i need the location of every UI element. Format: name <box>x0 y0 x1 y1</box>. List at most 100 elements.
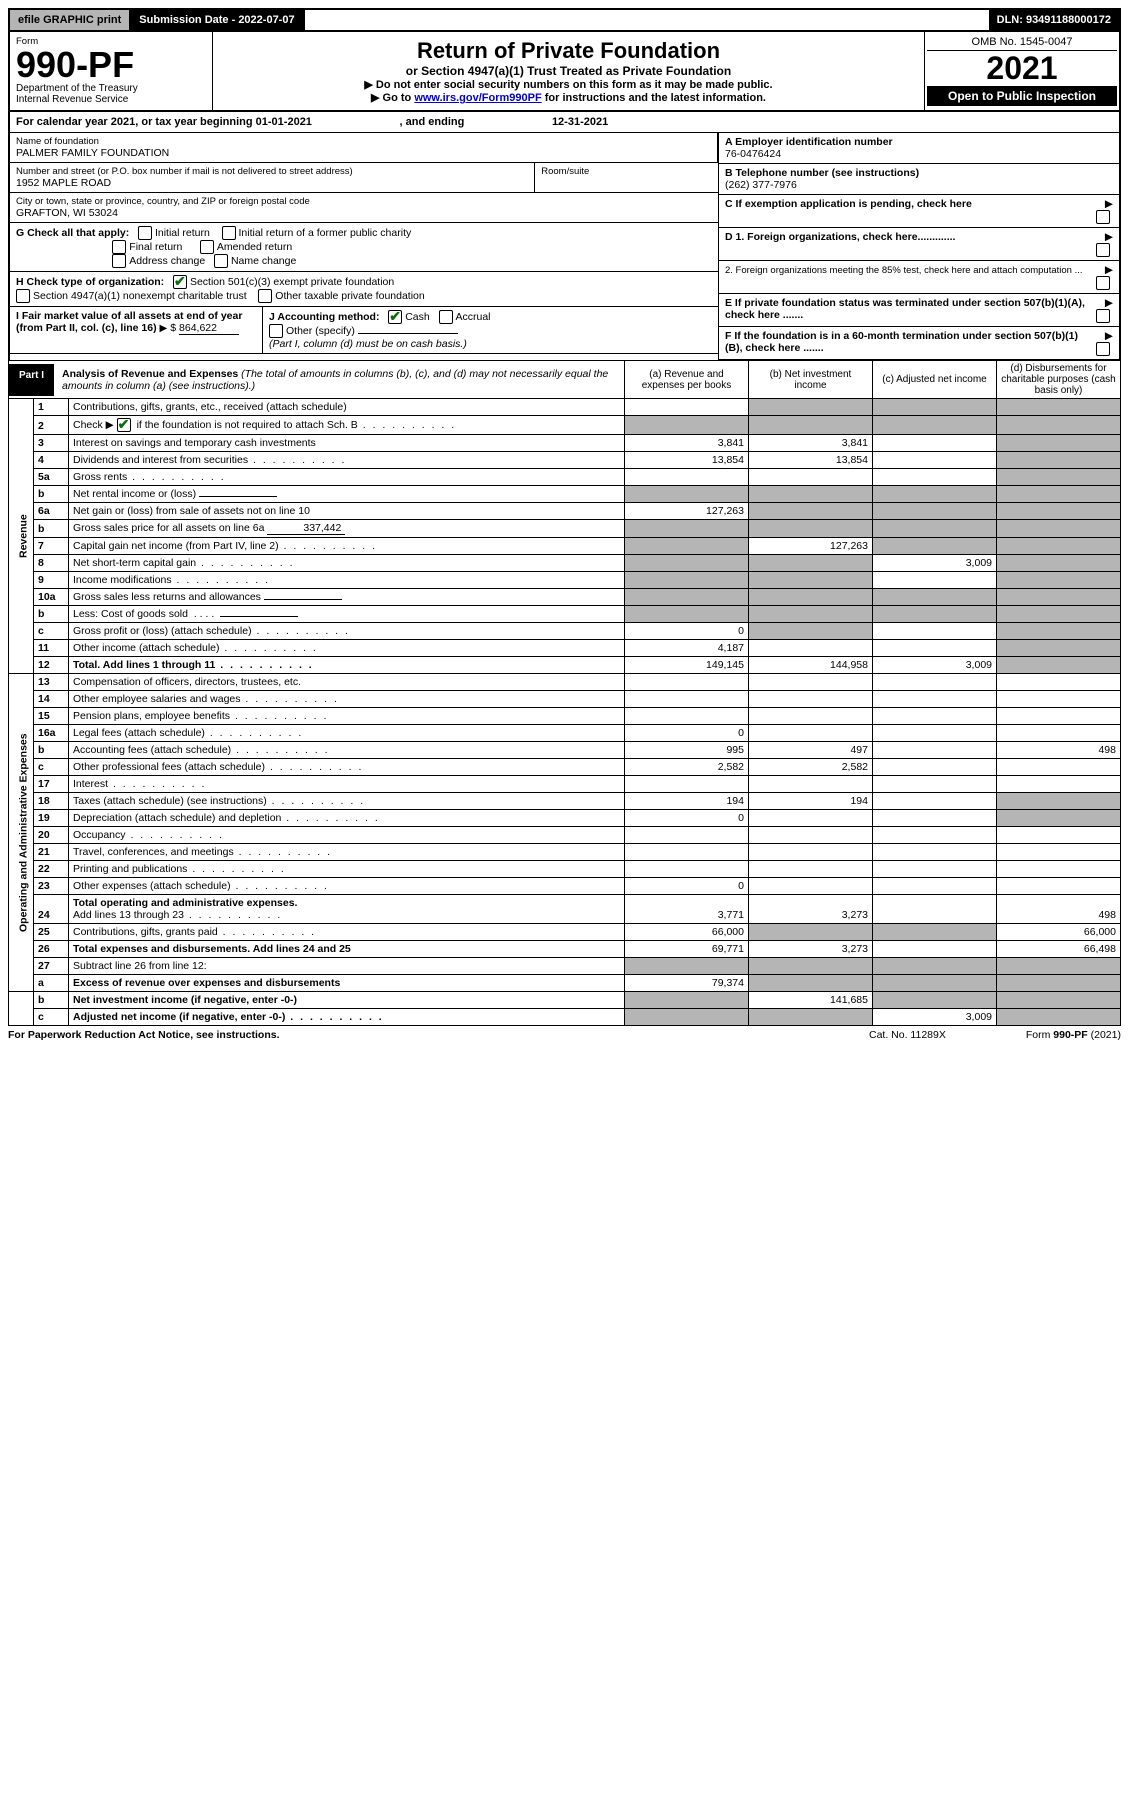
form-number: 990-PF <box>16 47 206 83</box>
d1-checkbox[interactable] <box>1096 243 1110 257</box>
topbar: efile GRAPHIC print Submission Date - 20… <box>8 8 1121 32</box>
d2-label: 2. Foreign organizations meeting the 85%… <box>725 265 1083 276</box>
section-g: G Check all that apply: Initial return I… <box>10 223 718 272</box>
4947-checkbox[interactable] <box>16 289 30 303</box>
line-13-desc: Compensation of officers, directors, tru… <box>69 674 625 691</box>
address-change-checkbox[interactable] <box>112 254 126 268</box>
line-16b-b: 497 <box>749 742 873 759</box>
efile-print-label[interactable]: efile GRAPHIC print <box>10 10 131 30</box>
c-checkbox[interactable] <box>1096 210 1110 224</box>
line-16a-desc: Legal fees (attach schedule) <box>69 725 625 742</box>
form-title: Return of Private Foundation <box>219 38 918 64</box>
line-20-desc: Occupancy <box>69 827 625 844</box>
section-h: H Check type of organization: Section 50… <box>10 272 718 307</box>
amended-return-checkbox[interactable] <box>200 240 214 254</box>
irs-label: Internal Revenue Service <box>16 94 206 105</box>
g-amended: Amended return <box>217 241 292 253</box>
f-checkbox[interactable] <box>1096 342 1110 356</box>
initial-return-checkbox[interactable] <box>138 226 152 240</box>
line-27a-a: 79,374 <box>625 975 749 992</box>
table-row: cOther professional fees (attach schedul… <box>9 759 1121 776</box>
e-label: E If private foundation status was termi… <box>725 297 1085 321</box>
table-row: 25Contributions, gifts, grants paid66,00… <box>9 924 1121 941</box>
line-6b-sub: 337,442 <box>267 522 345 535</box>
tax-year: 2021 <box>927 51 1117 86</box>
line-1-desc: Contributions, gifts, grants, etc., rece… <box>69 399 625 416</box>
table-row: Operating and Administrative Expenses 13… <box>9 674 1121 691</box>
table-row: 14Other employee salaries and wages <box>9 691 1121 708</box>
table-row: 27Subtract line 26 from line 12: <box>9 958 1121 975</box>
ein-value: 76-0476424 <box>725 148 1113 160</box>
table-row: 8Net short-term capital gain3,009 <box>9 555 1121 572</box>
expenses-section-label: Operating and Administrative Expenses <box>9 674 34 992</box>
line-19-a: 0 <box>625 810 749 827</box>
sch-b-checkbox[interactable] <box>117 418 131 432</box>
line-27c-desc: Adjusted net income (if negative, enter … <box>69 1009 625 1026</box>
line-10c-desc: Gross profit or (loss) (attach schedule) <box>69 623 625 640</box>
instructions-link[interactable]: www.irs.gov/Form990PF <box>414 92 541 104</box>
entity-info: Name of foundation PALMER FAMILY FOUNDAT… <box>8 133 1121 360</box>
table-row: 18Taxes (attach schedule) (see instructi… <box>9 793 1121 810</box>
ssn-warning: ▶ Do not enter social security numbers o… <box>219 78 918 91</box>
open-to-public: Open to Public Inspection <box>927 86 1117 106</box>
line-24-b: 3,273 <box>749 895 873 924</box>
other-method-checkbox[interactable] <box>269 324 283 338</box>
table-row: 12Total. Add lines 1 through 11149,14514… <box>9 657 1121 674</box>
line-5b-desc: Net rental income or (loss) <box>69 486 625 503</box>
g-address: Address change <box>129 255 205 267</box>
line-16c-desc: Other professional fees (attach schedule… <box>69 759 625 776</box>
catalog-number: Cat. No. 11289X <box>869 1029 946 1041</box>
501c3-checkbox[interactable] <box>173 275 187 289</box>
final-return-checkbox[interactable] <box>112 240 126 254</box>
table-row: 20Occupancy <box>9 827 1121 844</box>
line-27c-c: 3,009 <box>873 1009 997 1026</box>
cash-checkbox[interactable] <box>388 310 402 324</box>
d2-checkbox[interactable] <box>1096 276 1110 290</box>
h-label: H Check type of organization: <box>16 276 164 288</box>
line-26-b: 3,273 <box>749 941 873 958</box>
part1-table: Part I Analysis of Revenue and Expenses … <box>8 360 1121 1026</box>
line-16a-a: 0 <box>625 725 749 742</box>
line-12-a: 149,145 <box>625 657 749 674</box>
table-row: 9Income modifications <box>9 572 1121 589</box>
line-4-b: 13,854 <box>749 452 873 469</box>
cal-begin: 01-01-2021 <box>256 116 312 128</box>
line-4-a: 13,854 <box>625 452 749 469</box>
other-taxable-checkbox[interactable] <box>258 289 272 303</box>
line-25-d: 66,000 <box>997 924 1121 941</box>
line-24-a: 3,771 <box>625 895 749 924</box>
line-22-desc: Printing and publications <box>69 861 625 878</box>
table-row: 3Interest on savings and temporary cash … <box>9 435 1121 452</box>
line-6b-desc: Gross sales price for all assets on line… <box>69 520 625 538</box>
part1-label: Part I <box>9 364 54 396</box>
dln: DLN: 93491188000172 <box>989 10 1119 30</box>
line-16b-desc: Accounting fees (attach schedule) <box>69 742 625 759</box>
h-501c3: Section 501(c)(3) exempt private foundat… <box>190 276 394 288</box>
table-row: 2 Check ▶ if the foundation is not requi… <box>9 416 1121 435</box>
accrual-checkbox[interactable] <box>439 310 453 324</box>
line-27-desc: Subtract line 26 from line 12: <box>69 958 625 975</box>
line-26-desc: Total expenses and disbursements. Add li… <box>69 941 625 958</box>
table-row: cGross profit or (loss) (attach schedule… <box>9 623 1121 640</box>
line-5a-desc: Gross rents <box>69 469 625 486</box>
line-16b-d: 498 <box>997 742 1121 759</box>
name-label: Name of foundation <box>16 136 711 147</box>
line-24-desc: Total operating and administrative expen… <box>69 895 625 924</box>
form-header: Form 990-PF Department of the Treasury I… <box>8 32 1121 112</box>
initial-former-checkbox[interactable] <box>222 226 236 240</box>
e-checkbox[interactable] <box>1096 309 1110 323</box>
cal-end: 12-31-2021 <box>552 116 608 128</box>
table-row: 10aGross sales less returns and allowanc… <box>9 589 1121 606</box>
omb-number: OMB No. 1545-0047 <box>927 34 1117 51</box>
table-row: bGross sales price for all assets on lin… <box>9 520 1121 538</box>
j-accrual: Accrual <box>456 311 491 323</box>
line-19-desc: Depreciation (attach schedule) and deple… <box>69 810 625 827</box>
name-change-checkbox[interactable] <box>214 254 228 268</box>
line-4-desc: Dividends and interest from securities <box>69 452 625 469</box>
j-note: (Part I, column (d) must be on cash basi… <box>269 338 467 350</box>
line-11-a: 4,187 <box>625 640 749 657</box>
h-4947: Section 4947(a)(1) nonexempt charitable … <box>33 290 247 302</box>
line-8-desc: Net short-term capital gain <box>69 555 625 572</box>
room-label: Room/suite <box>541 166 712 177</box>
page-footer: For Paperwork Reduction Act Notice, see … <box>8 1026 1121 1041</box>
